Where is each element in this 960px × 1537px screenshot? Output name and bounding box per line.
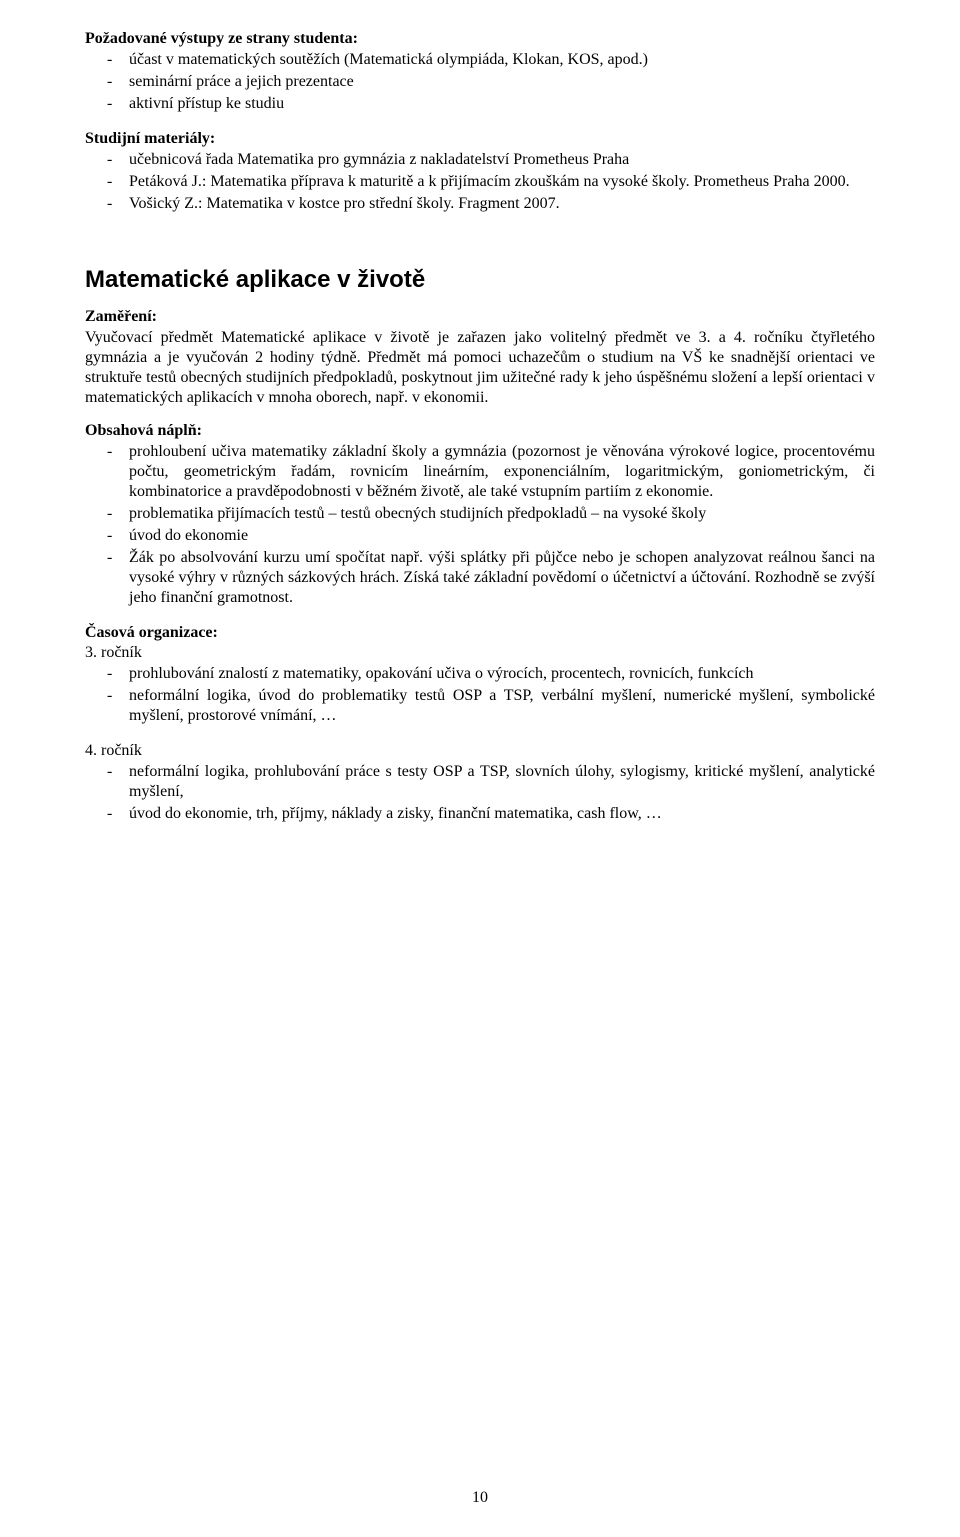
time-org-heading: Časová organizace: xyxy=(85,624,875,642)
focus-paragraph: Vyučovací předmět Matematické aplikace v… xyxy=(85,328,875,408)
list-item: Vošický Z.: Matematika v kostce pro stře… xyxy=(129,194,875,214)
page-container: Požadované výstupy ze strany studenta: ú… xyxy=(0,0,960,1537)
outputs-heading: Požadované výstupy ze strany studenta: xyxy=(85,30,875,48)
list-item: účast v matematických soutěžích (Matemat… xyxy=(129,50,875,70)
year4-label: 4. ročník xyxy=(85,742,875,760)
list-item: prohlubování znalostí z matematiky, opak… xyxy=(129,664,875,684)
list-item: učebnicová řada Matematika pro gymnázia … xyxy=(129,150,875,170)
list-item: seminární práce a jejich prezentace xyxy=(129,72,875,92)
list-item: úvod do ekonomie, trh, příjmy, náklady a… xyxy=(129,804,875,824)
content-heading: Obsahová náplň: xyxy=(85,422,875,440)
year4-list: neformální logika, prohlubování práce s … xyxy=(85,762,875,824)
list-item: neformální logika, úvod do problematiky … xyxy=(129,686,875,726)
focus-heading: Zaměření: xyxy=(85,308,875,326)
list-item: Žák po absolvování kurzu umí spočítat na… xyxy=(129,548,875,608)
year3-label: 3. ročník xyxy=(85,644,875,662)
list-item: problematika přijímacích testů – testů o… xyxy=(129,504,875,524)
list-item: neformální logika, prohlubování práce s … xyxy=(129,762,875,802)
year3-list: prohlubování znalostí z matematiky, opak… xyxy=(85,664,875,726)
outputs-list: účast v matematických soutěžích (Matemat… xyxy=(85,50,875,114)
list-item: aktivní přístup ke studiu xyxy=(129,94,875,114)
main-section-heading: Matematické aplikace v životě xyxy=(85,266,875,294)
materials-heading: Studijní materiály: xyxy=(85,130,875,148)
page-number: 10 xyxy=(0,1489,960,1507)
content-list: prohloubení učiva matematiky základní šk… xyxy=(85,442,875,608)
list-item: úvod do ekonomie xyxy=(129,526,875,546)
materials-list: učebnicová řada Matematika pro gymnázia … xyxy=(85,150,875,214)
list-item: Petáková J.: Matematika příprava k matur… xyxy=(129,172,875,192)
list-item: prohloubení učiva matematiky základní šk… xyxy=(129,442,875,502)
